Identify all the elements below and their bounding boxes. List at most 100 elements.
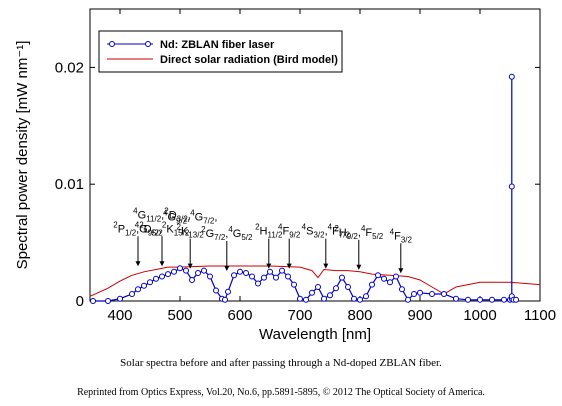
laser-data-point bbox=[345, 284, 351, 290]
transition-label: 4G9/2,4G7/2,2K13/2 bbox=[163, 209, 217, 269]
spectrum-chart: 400 500 600 700 800 900 1000 1100 0 0.01 0.02 2P1/… bbox=[14, 8, 556, 343]
laser-data-point bbox=[237, 268, 243, 275]
laser-data-point bbox=[369, 281, 375, 288]
annotation-arrowhead bbox=[356, 264, 362, 270]
laser-data-point bbox=[213, 287, 219, 294]
annotation-arrowhead bbox=[187, 263, 193, 269]
laser-data-point bbox=[189, 277, 195, 283]
transition-label: 2G7/2,4G5/2 bbox=[201, 225, 253, 271]
laser-data-point bbox=[321, 295, 327, 302]
annotation-arrowhead bbox=[323, 263, 329, 269]
figure-caption: Solar spectra before and after passing t… bbox=[120, 357, 442, 369]
y-tick-label: 0.02 bbox=[55, 59, 84, 76]
laser-data-point bbox=[171, 268, 177, 275]
annotation-text: 2H11/2 bbox=[255, 223, 283, 240]
x-tick-label: 400 bbox=[107, 307, 132, 324]
annotation-arrowhead bbox=[224, 265, 230, 271]
laser-data-point bbox=[117, 295, 123, 302]
x-tick-label: 900 bbox=[407, 307, 432, 324]
annotation-arrowhead bbox=[398, 268, 404, 274]
laser-data-point bbox=[393, 273, 399, 280]
transition-label: 4F9/2 bbox=[278, 223, 301, 269]
laser-data-point bbox=[501, 296, 507, 303]
laser-data-point bbox=[441, 291, 447, 297]
transition-label: 2H9/2,4F5/2 bbox=[334, 224, 384, 270]
laser-data-point bbox=[207, 273, 213, 280]
y-tick-label: 0 bbox=[76, 293, 84, 310]
laser-data-point bbox=[141, 282, 147, 289]
laser-data-point bbox=[508, 73, 515, 80]
x-tick-label: 500 bbox=[167, 307, 192, 324]
annotation-text: 2H9/2,4F5/2 bbox=[334, 224, 383, 241]
laser-data-point bbox=[339, 274, 345, 281]
laser-data-point bbox=[381, 275, 387, 282]
x-axis-title: Wavelength [nm] bbox=[259, 326, 371, 343]
transition-label: 2H11/2 bbox=[255, 223, 283, 269]
annotation-text: 4F9/2 bbox=[278, 223, 301, 240]
transition-label: 4F3/2 bbox=[390, 227, 413, 274]
legend-label-laser: Nd: ZBLAN fiber laser bbox=[160, 39, 275, 51]
laser-data-point bbox=[195, 270, 201, 276]
legend: Nd: ZBLAN fiber laser Direct solar radia… bbox=[98, 30, 343, 73]
laser-data-point bbox=[477, 296, 483, 303]
laser-data-point bbox=[399, 286, 405, 293]
figure-credit: Reprinted from Optics Express, Vol.20, N… bbox=[77, 387, 485, 398]
laser-data-point bbox=[363, 293, 369, 300]
x-tick-label: 1100 bbox=[524, 307, 556, 324]
laser-data-point bbox=[333, 285, 339, 292]
laser-data-point bbox=[387, 279, 393, 286]
laser-data-point bbox=[465, 296, 471, 303]
annotation-text: 4S3/2,4F7/2 bbox=[302, 223, 351, 240]
annotation-arrowhead bbox=[286, 263, 292, 269]
annotation-text: 2G7/2,4G5/2 bbox=[201, 225, 253, 242]
laser-data-point bbox=[405, 296, 411, 303]
annotation-text: 4G11/2,2D3/2, bbox=[133, 206, 191, 223]
laser-data-point bbox=[513, 296, 519, 303]
laser-data-point bbox=[489, 296, 495, 303]
laser-data-point bbox=[135, 286, 141, 293]
axis-ticks: 400 500 600 700 800 900 1000 1100 0 0.01 0.02 bbox=[55, 9, 556, 324]
laser-data-point bbox=[357, 296, 363, 303]
y-tick-label: 0.01 bbox=[55, 176, 84, 193]
legend-marker-laser bbox=[145, 41, 151, 47]
laser-data-point bbox=[153, 275, 159, 282]
laser-data-point bbox=[255, 280, 261, 287]
laser-data-point bbox=[201, 267, 207, 274]
laser-data-point bbox=[261, 274, 267, 281]
annotation-text: 4F3/2 bbox=[390, 227, 413, 244]
laser-data-point bbox=[129, 291, 135, 297]
legend-label-solar: Direct solar radiation (Bird model) bbox=[160, 54, 338, 66]
laser-data-point bbox=[429, 291, 435, 297]
laser-data-point bbox=[222, 296, 228, 303]
laser-data-point bbox=[159, 273, 165, 280]
x-tick-label: 1000 bbox=[463, 307, 496, 324]
laser-data-point bbox=[105, 298, 111, 304]
transition-annotations: 2P1/2,2D5/24G11/2,2D3/2,4G9/2,2K15/24G9/… bbox=[113, 206, 413, 274]
legend-marker-laser bbox=[109, 41, 115, 47]
laser-series bbox=[90, 73, 519, 304]
laser-data-point bbox=[249, 273, 255, 280]
laser-data-point bbox=[375, 272, 381, 279]
x-tick-label: 600 bbox=[227, 307, 252, 324]
annotation-arrowhead bbox=[135, 261, 141, 267]
laser-data-point bbox=[291, 281, 297, 288]
annotation-arrowhead bbox=[266, 263, 272, 269]
annotation-text: 2K13/2 bbox=[177, 223, 205, 240]
x-tick-label: 800 bbox=[347, 307, 372, 324]
laser-data-point bbox=[351, 295, 357, 302]
laser-data-point bbox=[177, 265, 183, 272]
laser-data-point bbox=[165, 271, 171, 278]
laser-data-point bbox=[243, 270, 249, 276]
laser-series-line bbox=[93, 76, 516, 302]
transition-label: 2P1/2,2D5/2 bbox=[113, 220, 163, 267]
laser-data-point bbox=[303, 296, 309, 303]
annotation-text: 2P1/2,2D5/2 bbox=[113, 220, 163, 237]
x-tick-label: 700 bbox=[287, 307, 312, 324]
solar-series-line bbox=[89, 265, 541, 297]
solar-series bbox=[89, 265, 541, 297]
annotation-arrowhead bbox=[159, 261, 165, 267]
plot-area-frame bbox=[89, 8, 541, 302]
laser-data-point bbox=[273, 274, 279, 281]
laser-data-point bbox=[231, 272, 237, 279]
laser-data-point bbox=[267, 268, 273, 275]
